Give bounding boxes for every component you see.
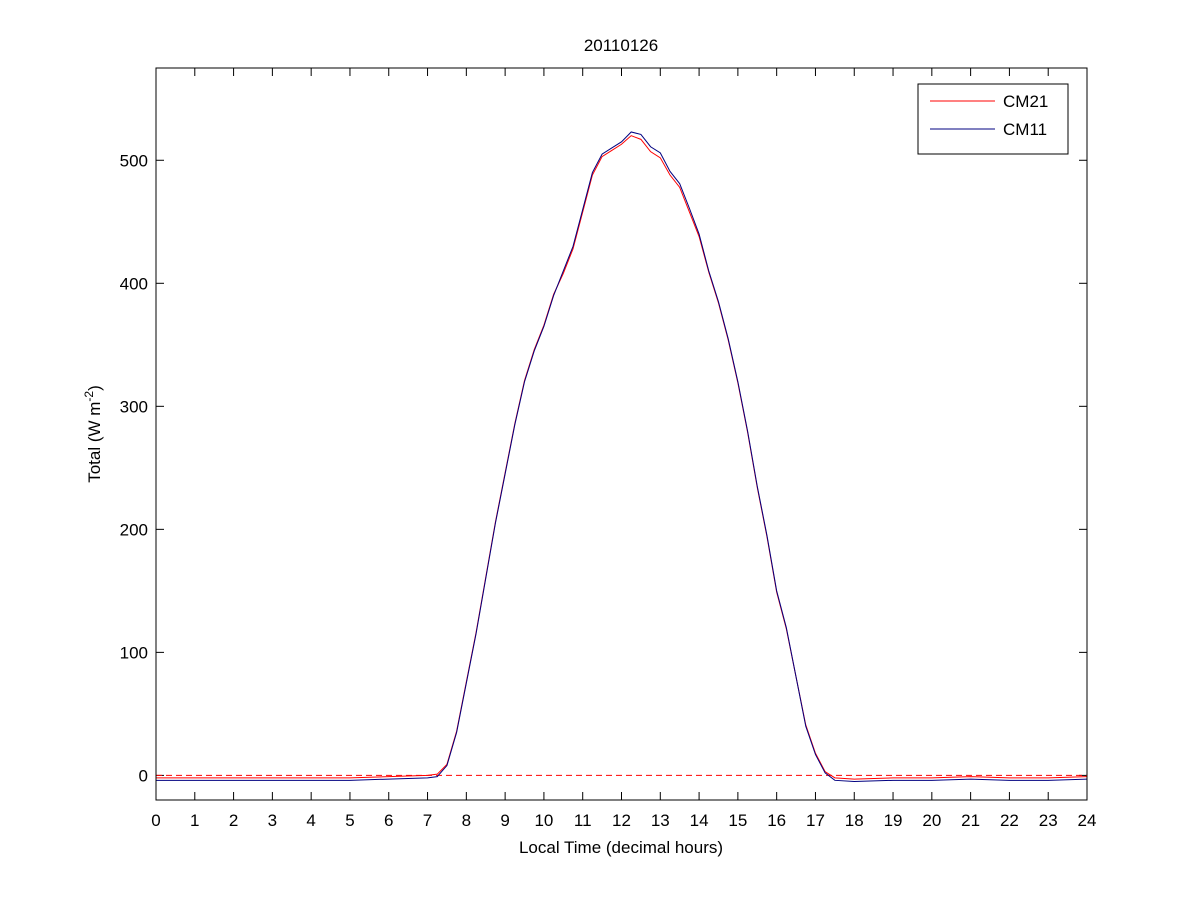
legend-label: CM21 — [1003, 92, 1048, 111]
x-tick-label: 13 — [651, 811, 670, 830]
x-tick-label: 20 — [922, 811, 941, 830]
y-label-text: Total (W m — [85, 402, 104, 483]
x-tick-label: 23 — [1039, 811, 1058, 830]
x-tick-label: 5 — [345, 811, 354, 830]
legend-label: CM11 — [1003, 120, 1047, 139]
x-tick-label: 1 — [190, 811, 199, 830]
x-tick-label: 24 — [1078, 811, 1097, 830]
plot-frame — [155, 67, 1088, 801]
x-tick-label: 18 — [845, 811, 864, 830]
y-label-suffix: ) — [85, 385, 104, 391]
x-tick-label: 11 — [574, 811, 592, 830]
x-tick-label: 19 — [884, 811, 903, 830]
x-tick-label: 3 — [268, 811, 277, 830]
x-tick-label: 4 — [306, 811, 315, 830]
x-tick-label: 0 — [151, 811, 160, 830]
data-line — [156, 131, 1088, 783]
legend-box — [917, 83, 1069, 155]
x-tick-label: 14 — [690, 811, 709, 830]
x-tick-label: 22 — [1000, 811, 1019, 830]
x-tick-label: 7 — [423, 811, 432, 830]
y-tick-label: 300 — [120, 397, 148, 416]
x-axis-label: Local Time (decimal hours) — [519, 838, 723, 857]
x-tick-label: 9 — [500, 811, 509, 830]
y-tick-label: 400 — [120, 274, 148, 293]
x-tick-label: 2 — [229, 811, 238, 830]
y-tick-label: 500 — [120, 151, 148, 170]
y-axis-label: Total (W m-2) — [82, 385, 104, 483]
x-tick-label: 16 — [767, 811, 786, 830]
x-tick-label: 12 — [612, 811, 631, 830]
x-tick-label: 15 — [728, 811, 747, 830]
x-tick-label: 8 — [462, 811, 471, 830]
x-tick-label: 17 — [806, 811, 825, 830]
x-tick-label: 21 — [961, 811, 980, 830]
y-tick-label: 0 — [139, 766, 148, 785]
y-label-sup: -2 — [82, 391, 96, 402]
y-tick-label: 100 — [120, 643, 148, 662]
x-tick-label: 10 — [534, 811, 553, 830]
chart-title: 20110126 — [584, 36, 658, 55]
x-tick-label: 6 — [384, 811, 393, 830]
y-tick-label: 200 — [120, 520, 148, 539]
